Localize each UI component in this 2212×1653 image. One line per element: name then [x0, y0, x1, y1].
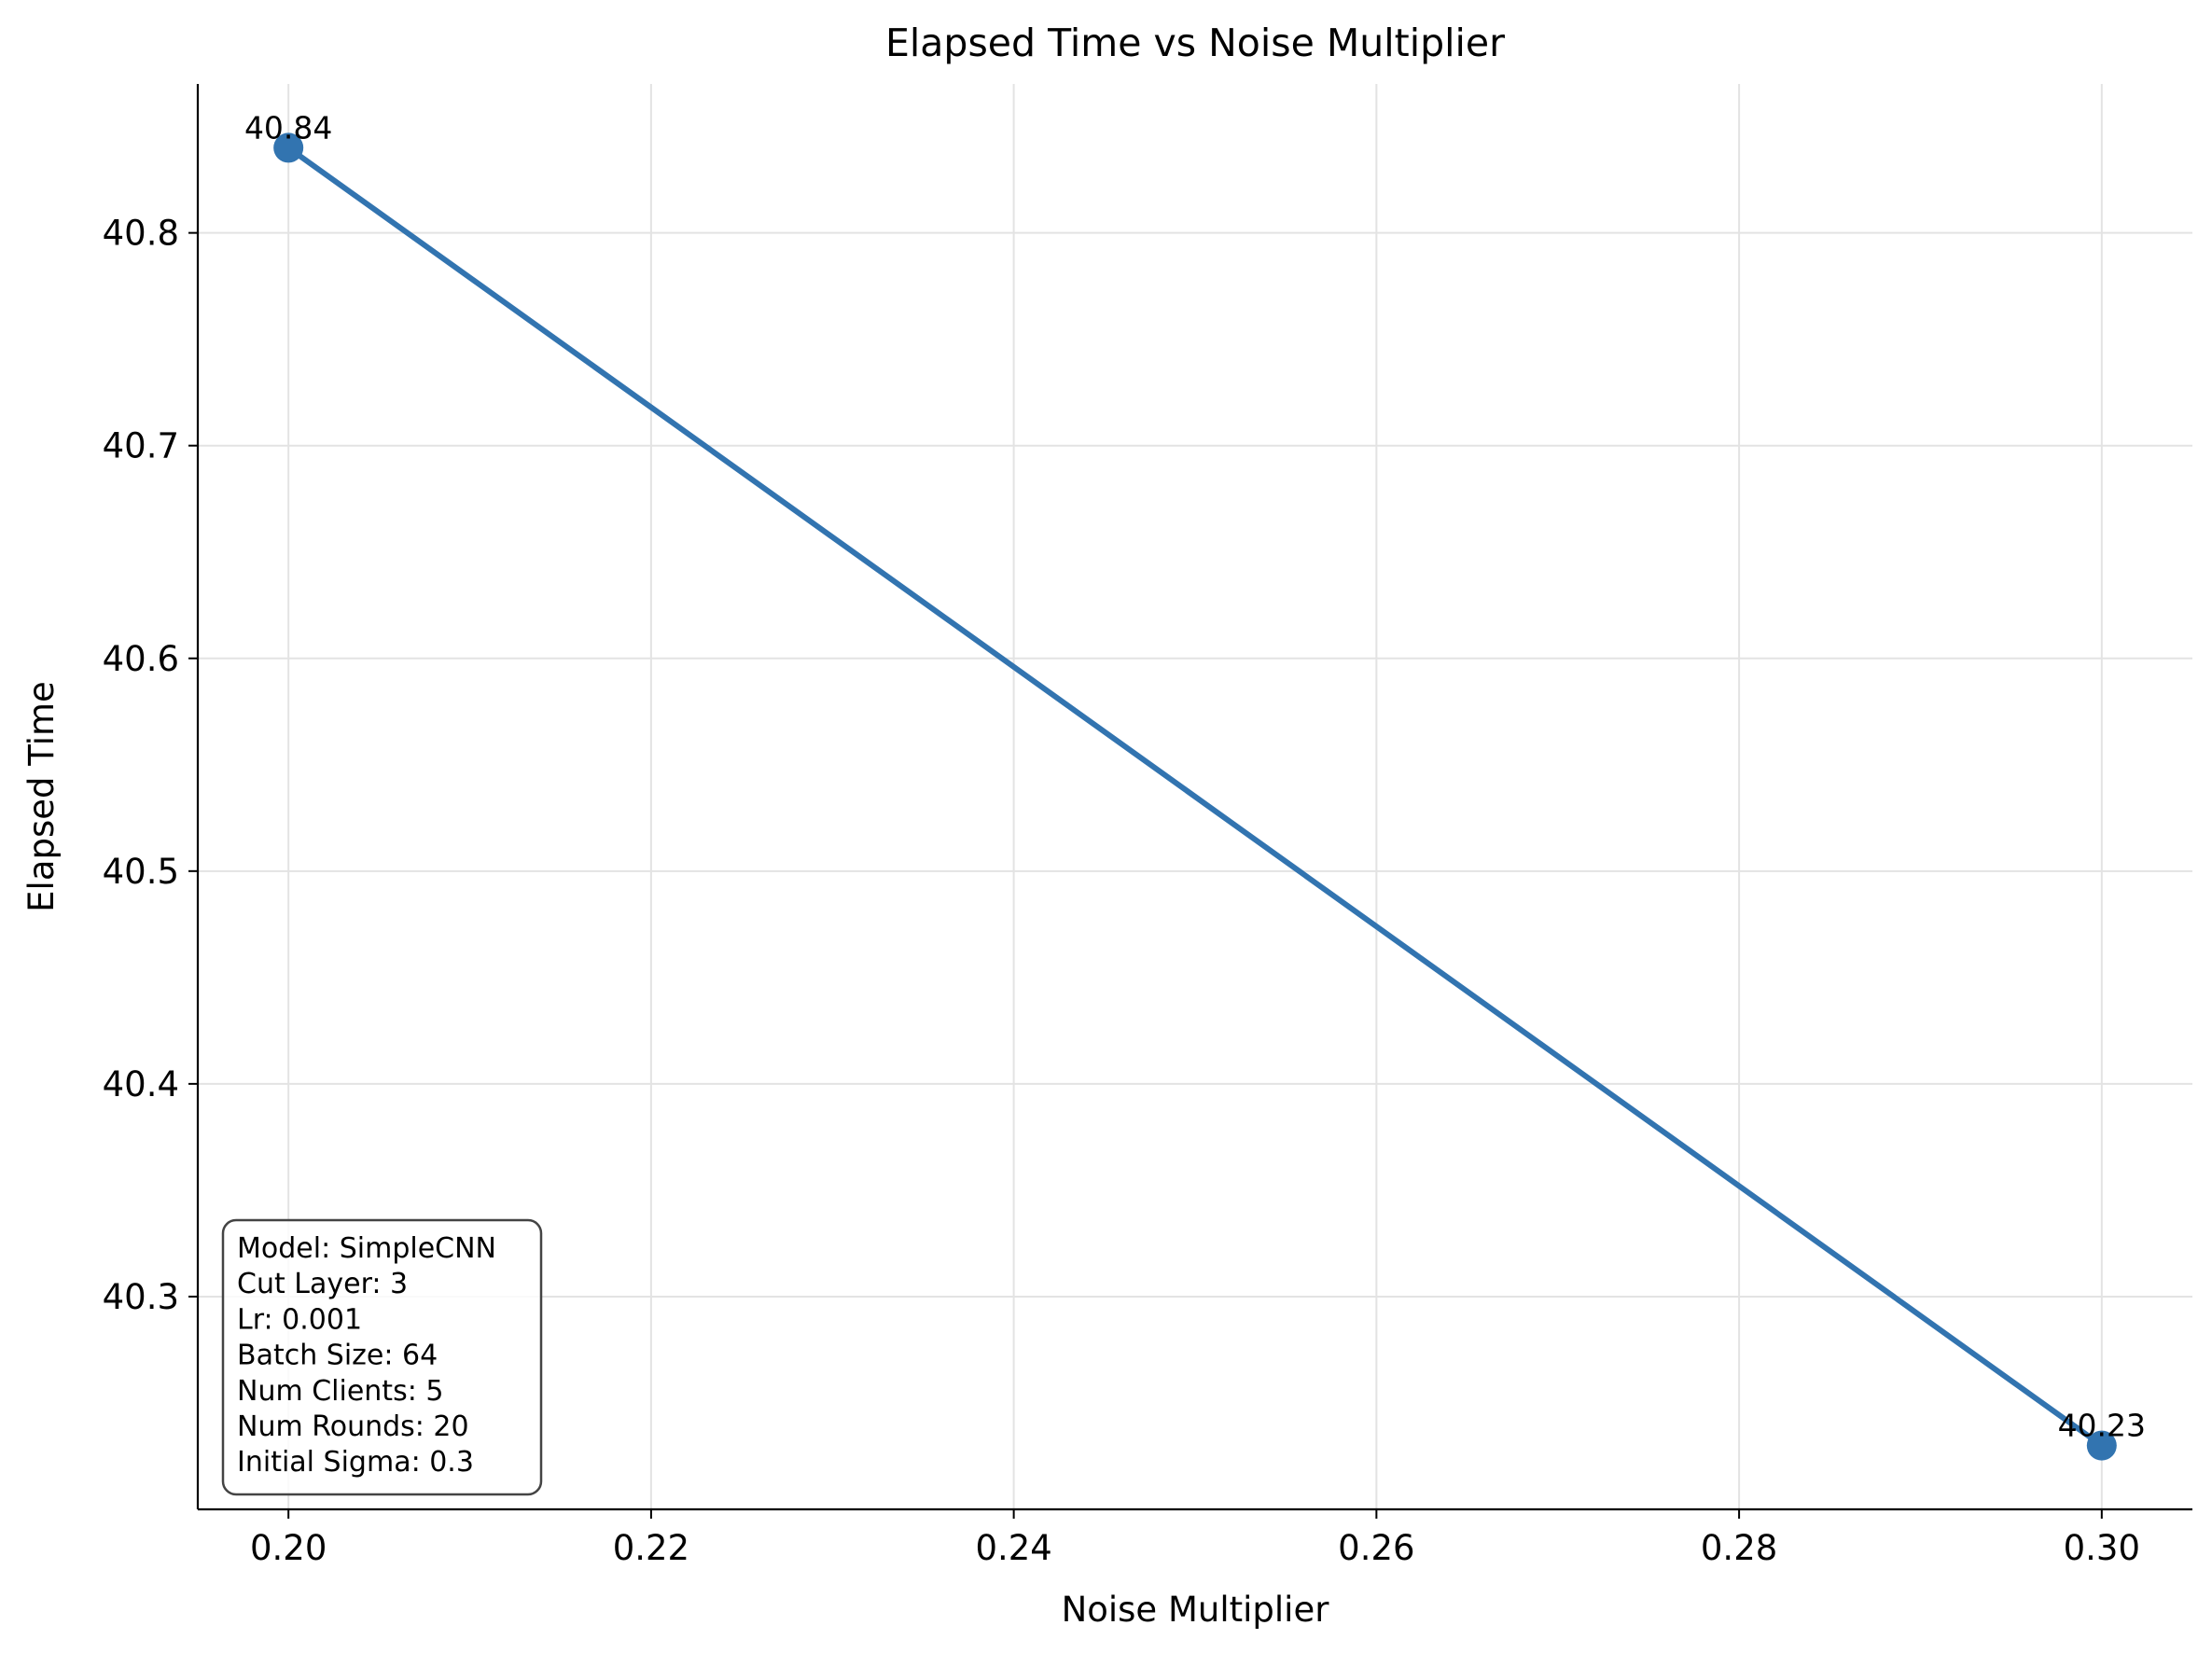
data-label: 40.84 — [244, 109, 332, 146]
y-tick-label: 40.6 — [103, 639, 179, 679]
info-box-line: Cut Layer: 3 — [237, 1268, 408, 1300]
y-tick-label: 40.7 — [103, 426, 179, 466]
axes — [196, 84, 2192, 1511]
info-box-line: Batch Size: 64 — [237, 1340, 438, 1372]
data-labels: 40.84 40.23 — [244, 109, 2146, 1443]
x-tick-label: 0.26 — [1338, 1528, 1414, 1568]
info-box-line: Model: SimpleCNN — [237, 1232, 496, 1265]
info-box-line: Num Clients: 5 — [237, 1375, 443, 1408]
info-box-frame — [221, 1218, 543, 1496]
data-label: 40.23 — [2058, 1408, 2146, 1444]
grid — [198, 84, 2192, 1509]
x-tick-label: 0.30 — [2064, 1528, 2140, 1568]
x-tick-label: 0.22 — [613, 1528, 689, 1568]
info-box-line: Initial Sigma: 0.3 — [237, 1446, 474, 1479]
ticks: 0.20 0.22 0.24 0.26 0.28 0.30 40.3 40.4 40.5 40.6… — [103, 214, 2140, 1568]
x-tick-label: 0.28 — [1701, 1528, 1777, 1568]
y-axis-label: Elapsed Time — [21, 681, 62, 912]
x-axis-label: Noise Multiplier — [1062, 1590, 1330, 1630]
y-tick-label: 40.3 — [103, 1277, 179, 1317]
y-tick-label: 40.5 — [103, 852, 179, 892]
info-box-line: Num Rounds: 20 — [237, 1410, 469, 1443]
y-tick-label: 40.4 — [103, 1064, 179, 1104]
series-line — [285, 145, 2105, 1449]
data-point — [2086, 1430, 2117, 1461]
x-tick-label: 0.24 — [975, 1528, 1051, 1568]
x-tick-label: 0.20 — [250, 1528, 327, 1568]
info-box-line: Lr: 0.001 — [237, 1303, 362, 1336]
y-tick-label: 40.8 — [103, 214, 179, 254]
chart-title: Elapsed Time vs Noise Multiplier — [885, 21, 1505, 65]
data-point — [273, 132, 304, 163]
series — [273, 132, 2117, 1461]
